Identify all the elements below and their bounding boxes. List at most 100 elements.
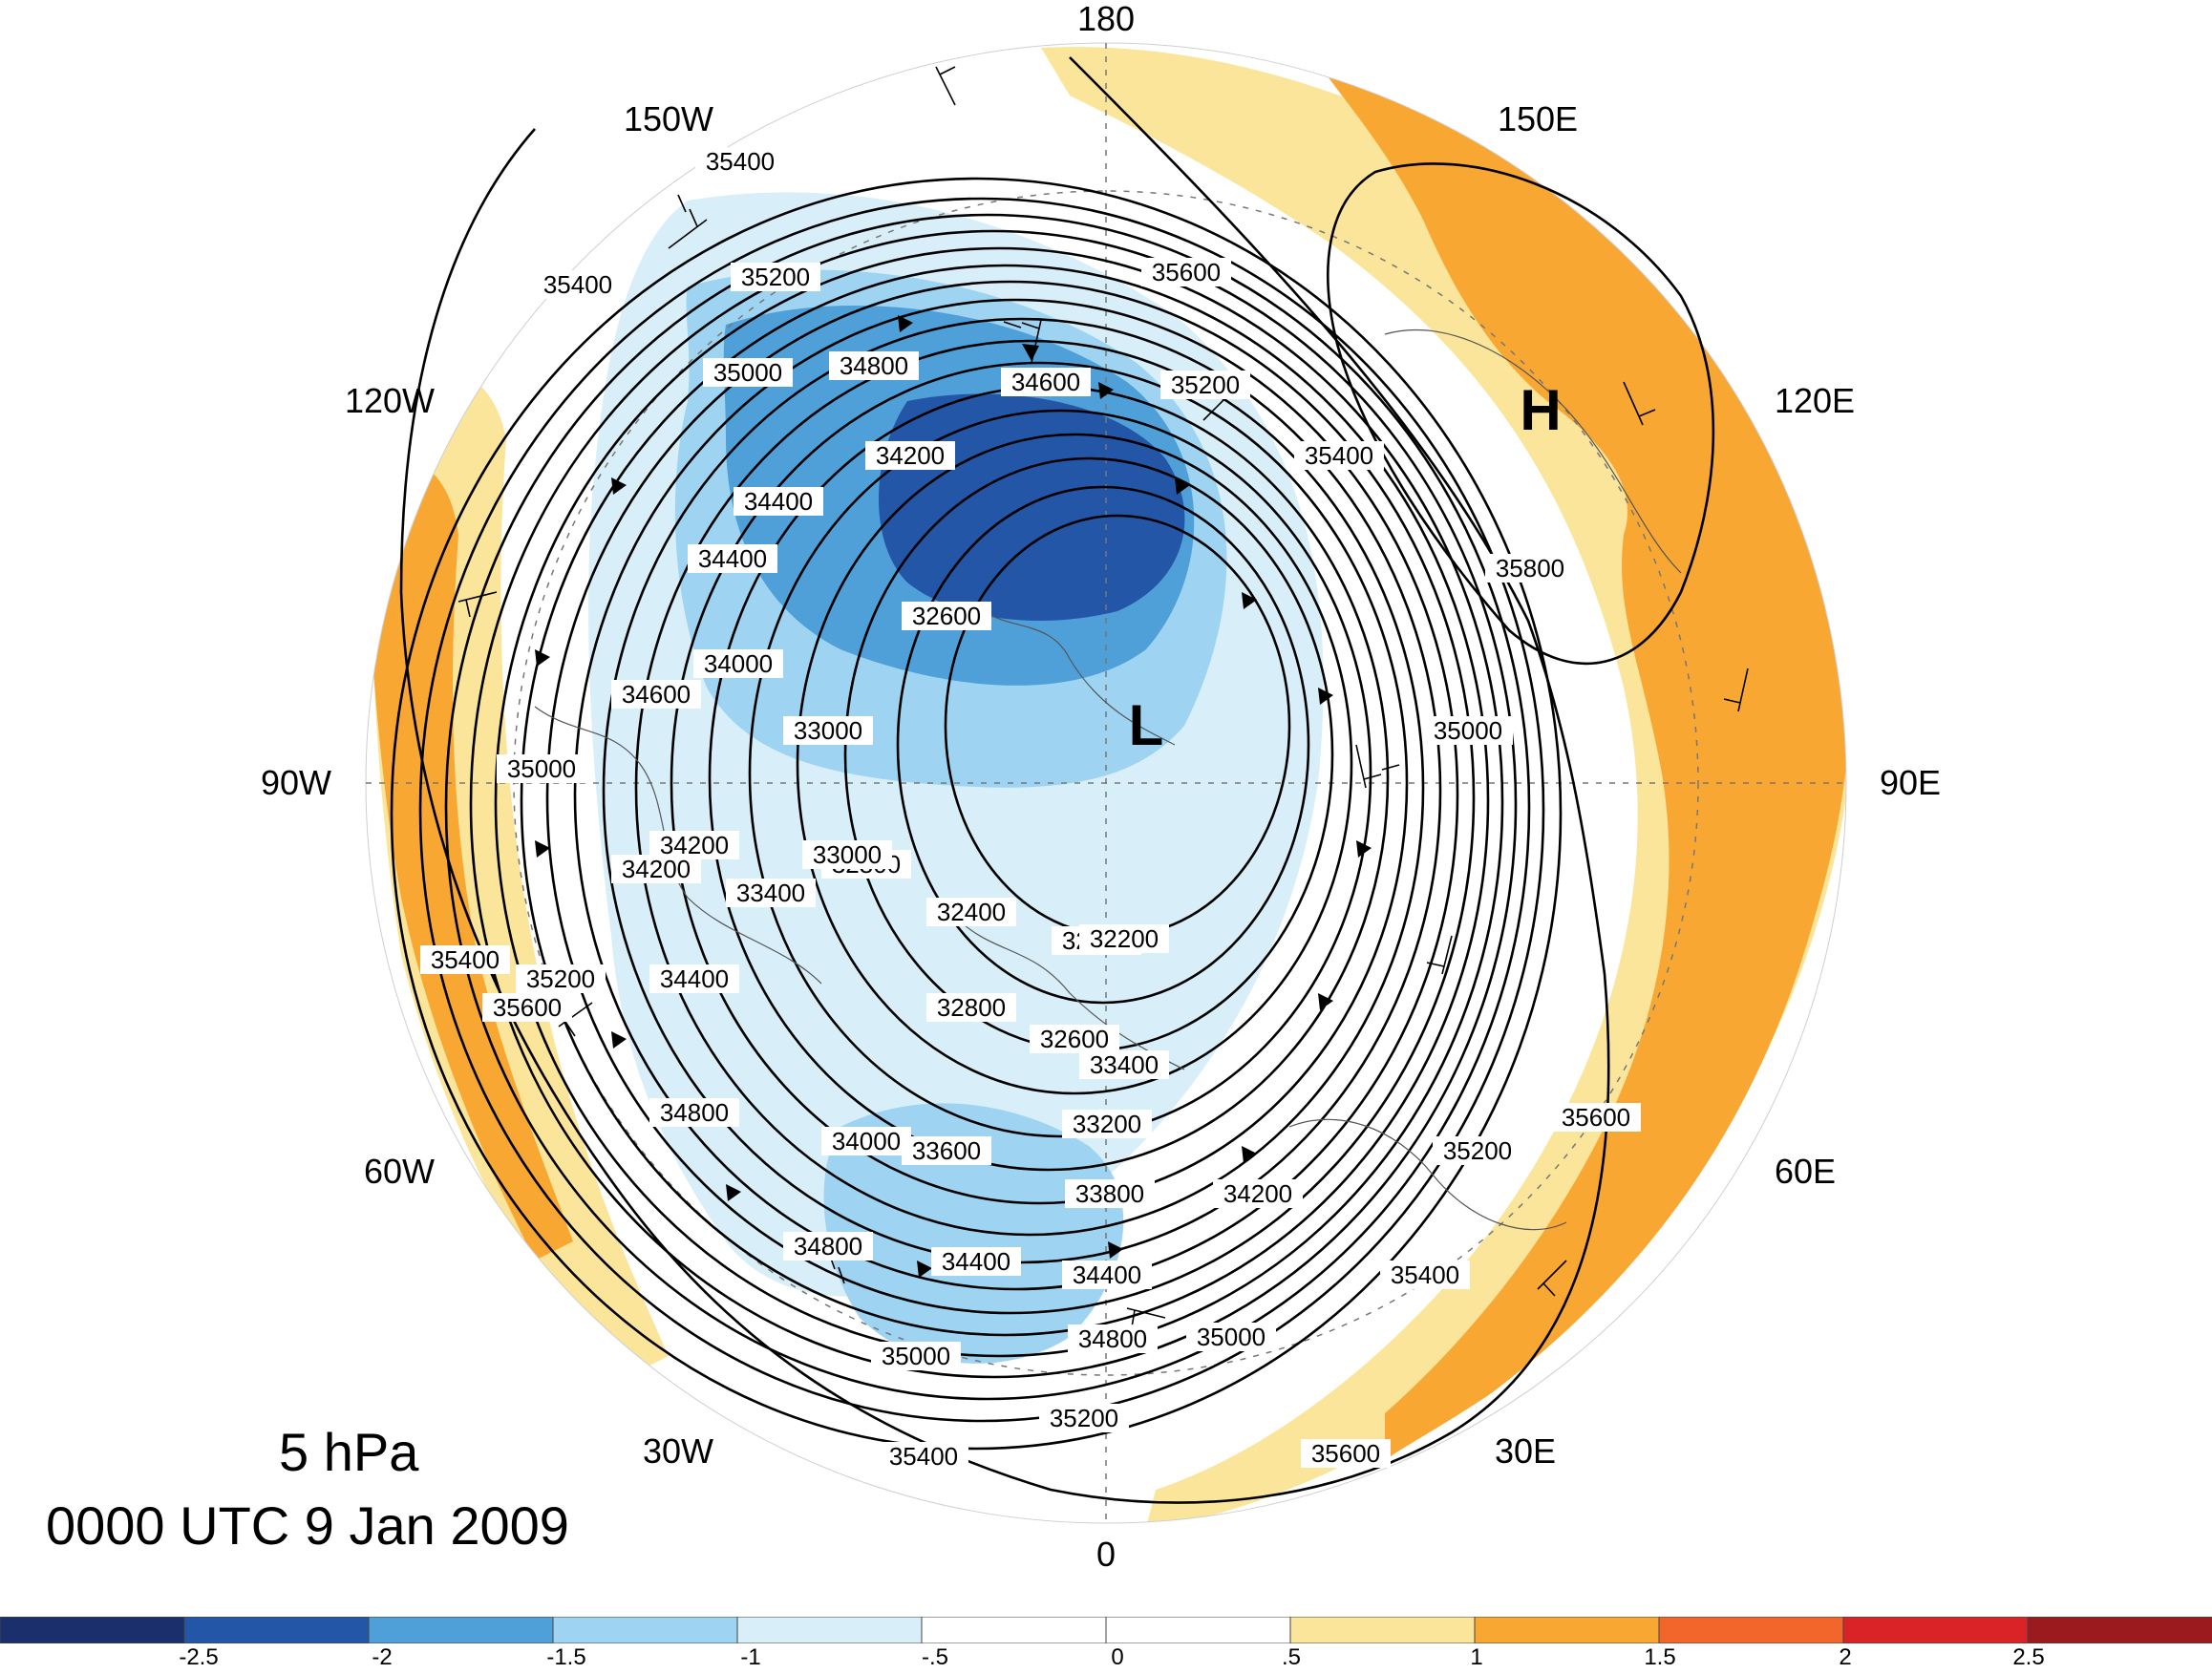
- lon-label-0: 0: [1095, 1535, 1117, 1574]
- contour-label: 34400: [931, 1247, 1021, 1276]
- lon-label-30e: 30E: [1494, 1431, 1557, 1471]
- contour-33400: [670, 361, 1409, 1205]
- contour-label: 35200: [1039, 1404, 1129, 1432]
- contour-35400: [390, 177, 1563, 1451]
- colorbar-tick: -1: [740, 1644, 761, 1670]
- contour-32800: [796, 433, 1353, 1095]
- colorbar-box: [1289, 1617, 1476, 1643]
- colorbar-box: [921, 1617, 1107, 1643]
- contour-label: 35000: [1423, 716, 1513, 745]
- contour-label: 34800: [783, 1232, 873, 1261]
- contour-label: 35600: [1551, 1103, 1641, 1132]
- svg-text:33000: 33000: [794, 716, 862, 745]
- svg-text:35000: 35000: [1434, 716, 1502, 745]
- lon-label-150w: 150W: [623, 99, 714, 138]
- svg-text:34200: 34200: [876, 441, 945, 470]
- contour-label: 34400: [688, 544, 777, 573]
- contour-label: 32600: [1030, 1025, 1119, 1053]
- svg-text:35200: 35200: [1443, 1136, 1512, 1165]
- contour-35600-west: [399, 56, 1610, 1504]
- svg-text:34400: 34400: [660, 964, 729, 993]
- colorbar-tick: 2: [1839, 1644, 1852, 1670]
- contour-label: 33200: [1062, 1110, 1152, 1138]
- contour-label: 35200: [516, 964, 606, 993]
- contour-34400: [520, 264, 1490, 1337]
- colorbar-tick: .5: [1281, 1644, 1302, 1670]
- contour-label: 35600: [1141, 258, 1231, 286]
- contour-labels: 35400 35200 35000 34800 34600 35200 3420…: [420, 147, 1641, 1471]
- svg-text:35200: 35200: [1171, 371, 1240, 399]
- contour-label: 34400: [1062, 1261, 1152, 1289]
- svg-text:34800: 34800: [840, 351, 908, 380]
- svg-text:33800: 33800: [1075, 1179, 1144, 1208]
- contour-label: 34600: [1001, 368, 1091, 396]
- colorbar: [0, 1617, 2212, 1643]
- lon-label-120w: 120W: [344, 381, 436, 420]
- contour-label: 33000: [802, 840, 892, 869]
- contour-label: 33800: [1065, 1179, 1155, 1208]
- contour-label: 32200: [1079, 924, 1169, 953]
- svg-text:35600: 35600: [1152, 258, 1221, 286]
- contour-label: 34200: [865, 441, 955, 470]
- lon-label-90w: 90W: [260, 763, 332, 802]
- contour-label: 34800: [1068, 1324, 1158, 1353]
- colorbar-box: [0, 1617, 185, 1643]
- contour-label: 35400: [1294, 441, 1384, 470]
- svg-text:35400: 35400: [431, 945, 500, 974]
- colorbar-box: [1842, 1617, 2029, 1643]
- svg-text:32600: 32600: [912, 602, 981, 630]
- contour-33600: [634, 339, 1425, 1237]
- svg-text:34800: 34800: [1078, 1324, 1147, 1353]
- shade-deep-blue: [879, 393, 1185, 621]
- contour-label: 35800: [1485, 554, 1575, 583]
- contour-35800-high: [1327, 162, 1715, 666]
- lon-label-90e: 90E: [1879, 763, 1942, 802]
- contour-label: 32600: [902, 602, 991, 630]
- colorbar-box: [368, 1617, 554, 1643]
- pressure-level-title: 5 hPa: [279, 1422, 419, 1482]
- colorbar-tick: -.5: [921, 1644, 949, 1670]
- contour-label: 35600: [1301, 1439, 1391, 1468]
- contour-label: 34800: [649, 1098, 739, 1127]
- svg-text:35400: 35400: [1391, 1261, 1459, 1289]
- svg-text:33200: 33200: [1073, 1110, 1141, 1138]
- height-contours: [390, 56, 1715, 1504]
- contour-label: 32400: [926, 898, 1016, 926]
- svg-text:34600: 34600: [622, 680, 691, 709]
- svg-text:33400: 33400: [1090, 1050, 1159, 1079]
- contour-32400: [896, 485, 1310, 1005]
- contour-35200: [418, 197, 1545, 1423]
- svg-text:34400: 34400: [698, 544, 767, 573]
- colorbar-tick: -1.5: [546, 1644, 586, 1670]
- svg-text:35400: 35400: [706, 147, 775, 176]
- colorbar-box: [2027, 1617, 2212, 1643]
- valid-time-title: 0000 UTC 9 Jan 2009: [46, 1495, 569, 1556]
- lon-label-150e: 150E: [1497, 99, 1579, 138]
- contour-label: 35400: [1380, 1261, 1470, 1289]
- contour-label: 33600: [902, 1136, 991, 1165]
- colorbar-tick: 2.5: [2012, 1644, 2045, 1670]
- lon-label-60w: 60W: [363, 1152, 436, 1191]
- svg-text:34400: 34400: [1073, 1261, 1141, 1289]
- lon-label-120e: 120E: [1774, 381, 1856, 420]
- colorbar-tick: -2: [372, 1644, 393, 1670]
- colorbar-box: [552, 1617, 738, 1643]
- contour-label: 34000: [821, 1127, 911, 1155]
- contour-label: 35400: [695, 147, 785, 176]
- colorbar-box: [1658, 1617, 1844, 1643]
- shade-orange-west: [366, 455, 573, 1261]
- colorbar-box: [1474, 1617, 1660, 1643]
- contour-label: 34200: [611, 855, 701, 883]
- contour-label: 34800: [829, 351, 919, 380]
- svg-text:35000: 35000: [713, 358, 782, 387]
- lon-label-60e: 60E: [1774, 1152, 1837, 1191]
- svg-text:35200: 35200: [1050, 1404, 1118, 1432]
- svg-text:32800: 32800: [937, 993, 1006, 1022]
- svg-text:34800: 34800: [794, 1232, 862, 1261]
- lon-label-30w: 30W: [642, 1431, 714, 1471]
- contour-34200: [545, 280, 1476, 1315]
- contour-label: 34600: [611, 680, 701, 709]
- contour-label: 35400: [533, 270, 623, 299]
- contour-label: 35400: [420, 945, 510, 974]
